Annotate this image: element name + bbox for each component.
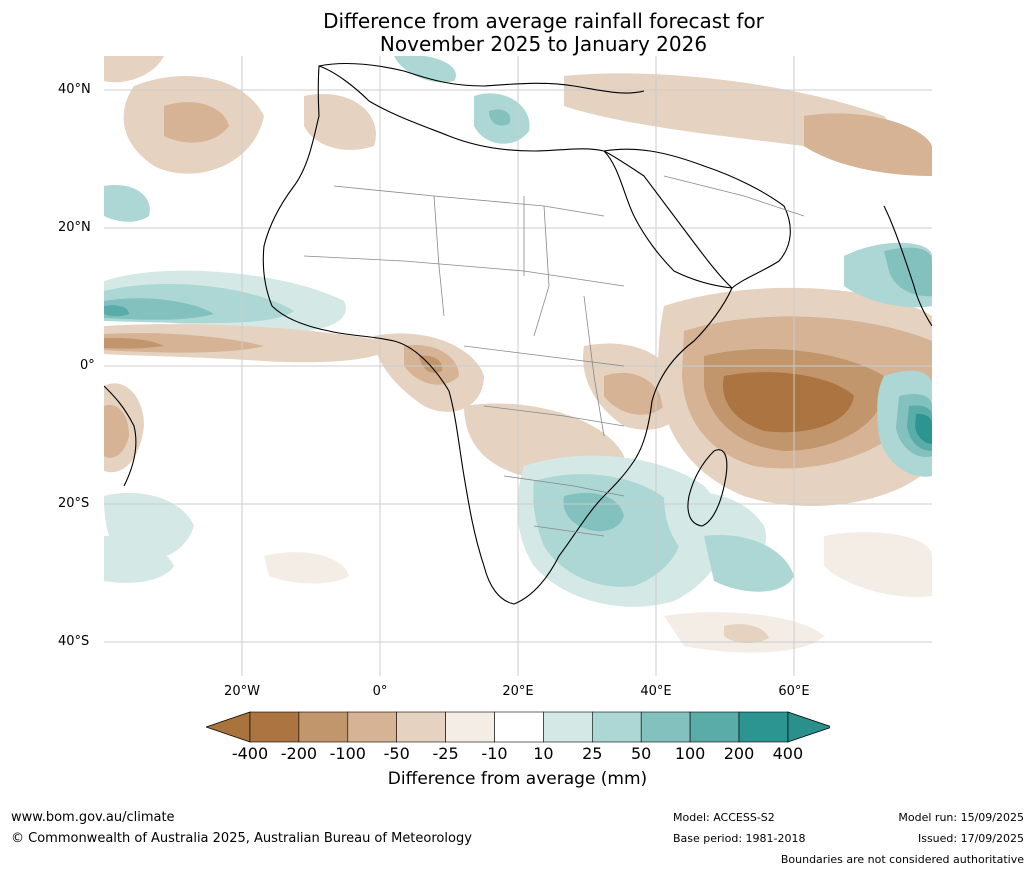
colorbar-title: Difference from average (mm) [387, 769, 648, 789]
coastlines [104, 63, 932, 605]
footer-disclaimer: Boundaries are not considered authoritat… [780, 853, 1024, 866]
forecast-shading [104, 56, 932, 653]
colorbar-segment [396, 711, 446, 743]
colorbar-tick-label: 100 [674, 744, 706, 763]
footer-copyright: © Commonwealth of Australia 2025, Austra… [11, 831, 472, 846]
gridlines [104, 56, 932, 676]
colorbar [206, 711, 830, 743]
footer-model: Model: ACCESS-S2 [673, 811, 775, 824]
colorbar-segment [494, 711, 544, 743]
colorbar-tick-label: -200 [280, 744, 318, 763]
colorbar-segment [738, 711, 789, 743]
lon-label-20e: 20°E [502, 684, 534, 699]
lon-label-40e: 40°E [640, 684, 672, 699]
colorbar-tick-label: 25 [582, 744, 603, 763]
colorbar-tick-label: 200 [723, 744, 755, 763]
title-line-1: Difference from average rainfall forecas… [323, 9, 764, 33]
colorbar-tick-label: -25 [432, 744, 459, 763]
colorbar-tick-label: 50 [631, 744, 652, 763]
title-line-2: November 2025 to January 2026 [379, 32, 708, 56]
colorbar-segment [249, 711, 300, 743]
colorbar-arrow-left [206, 711, 251, 743]
rainfall-map [104, 56, 932, 676]
colorbar-tick-label: 10 [533, 744, 554, 763]
lat-label-40s: 40°S [58, 634, 90, 649]
colorbar-tick-label: -100 [329, 744, 366, 763]
colorbar-tick-label: 400 [772, 744, 804, 763]
colorbar-segment [347, 711, 398, 743]
footer-model-run: Model run: 15/09/2025 [898, 811, 1024, 824]
lat-label-40n: 40°N [58, 82, 91, 97]
colorbar-segment [543, 711, 593, 743]
colorbar-segment [298, 711, 349, 743]
chart-title: Difference from average rainfall forecas… [0, 10, 1035, 56]
footer-base-period: Base period: 1981-2018 [673, 832, 806, 845]
lat-label-20s: 20°S [58, 496, 90, 511]
map-canvas [104, 56, 932, 676]
colorbar-arrow-right [787, 711, 830, 743]
footer-issued: Issued: 17/09/2025 [917, 832, 1024, 845]
lat-label-20n: 20°N [58, 220, 91, 235]
colorbar-segment [445, 711, 495, 743]
footer-website: www.bom.gov.au/climate [11, 810, 175, 825]
colorbar-segment [591, 711, 642, 743]
colorbar-segment [640, 711, 691, 743]
colorbar-tick-label: -50 [383, 744, 410, 763]
lat-label-0: 0° [80, 358, 95, 373]
colorbar-segment [689, 711, 740, 743]
colorbar-tick-label: -400 [231, 744, 269, 763]
lon-label-20w: 20°W [224, 684, 260, 699]
colorbar-tick-label: -10 [481, 744, 508, 763]
lon-label-0: 0° [372, 684, 388, 699]
lon-label-60e: 60°E [778, 684, 810, 699]
country-borders [303, 175, 805, 537]
